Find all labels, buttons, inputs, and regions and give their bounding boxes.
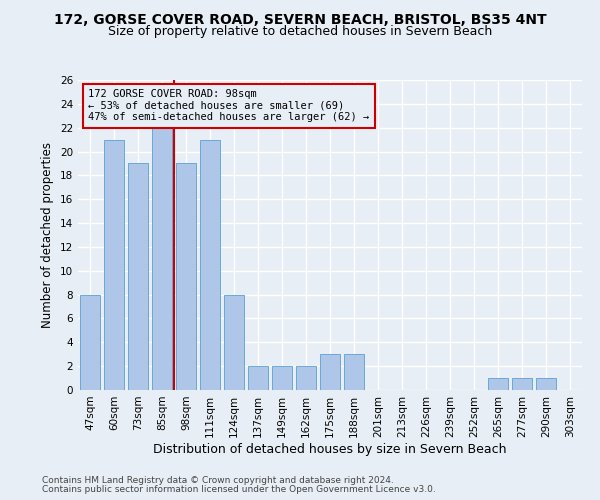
Text: Size of property relative to detached houses in Severn Beach: Size of property relative to detached ho… xyxy=(108,25,492,38)
Bar xyxy=(320,354,340,390)
Bar xyxy=(512,378,532,390)
Bar xyxy=(296,366,316,390)
Text: 172 GORSE COVER ROAD: 98sqm
← 53% of detached houses are smaller (69)
47% of sem: 172 GORSE COVER ROAD: 98sqm ← 53% of det… xyxy=(88,90,370,122)
Bar xyxy=(272,366,292,390)
Bar xyxy=(488,378,508,390)
Bar xyxy=(200,140,220,390)
Bar xyxy=(152,128,172,390)
Bar xyxy=(248,366,268,390)
Bar xyxy=(536,378,556,390)
Bar xyxy=(344,354,364,390)
Bar xyxy=(128,164,148,390)
Text: Contains public sector information licensed under the Open Government Licence v3: Contains public sector information licen… xyxy=(42,485,436,494)
Text: Contains HM Land Registry data © Crown copyright and database right 2024.: Contains HM Land Registry data © Crown c… xyxy=(42,476,394,485)
Bar xyxy=(104,140,124,390)
Bar xyxy=(224,294,244,390)
Text: 172, GORSE COVER ROAD, SEVERN BEACH, BRISTOL, BS35 4NT: 172, GORSE COVER ROAD, SEVERN BEACH, BRI… xyxy=(53,12,547,26)
Bar xyxy=(80,294,100,390)
X-axis label: Distribution of detached houses by size in Severn Beach: Distribution of detached houses by size … xyxy=(153,442,507,456)
Y-axis label: Number of detached properties: Number of detached properties xyxy=(41,142,55,328)
Bar xyxy=(176,164,196,390)
